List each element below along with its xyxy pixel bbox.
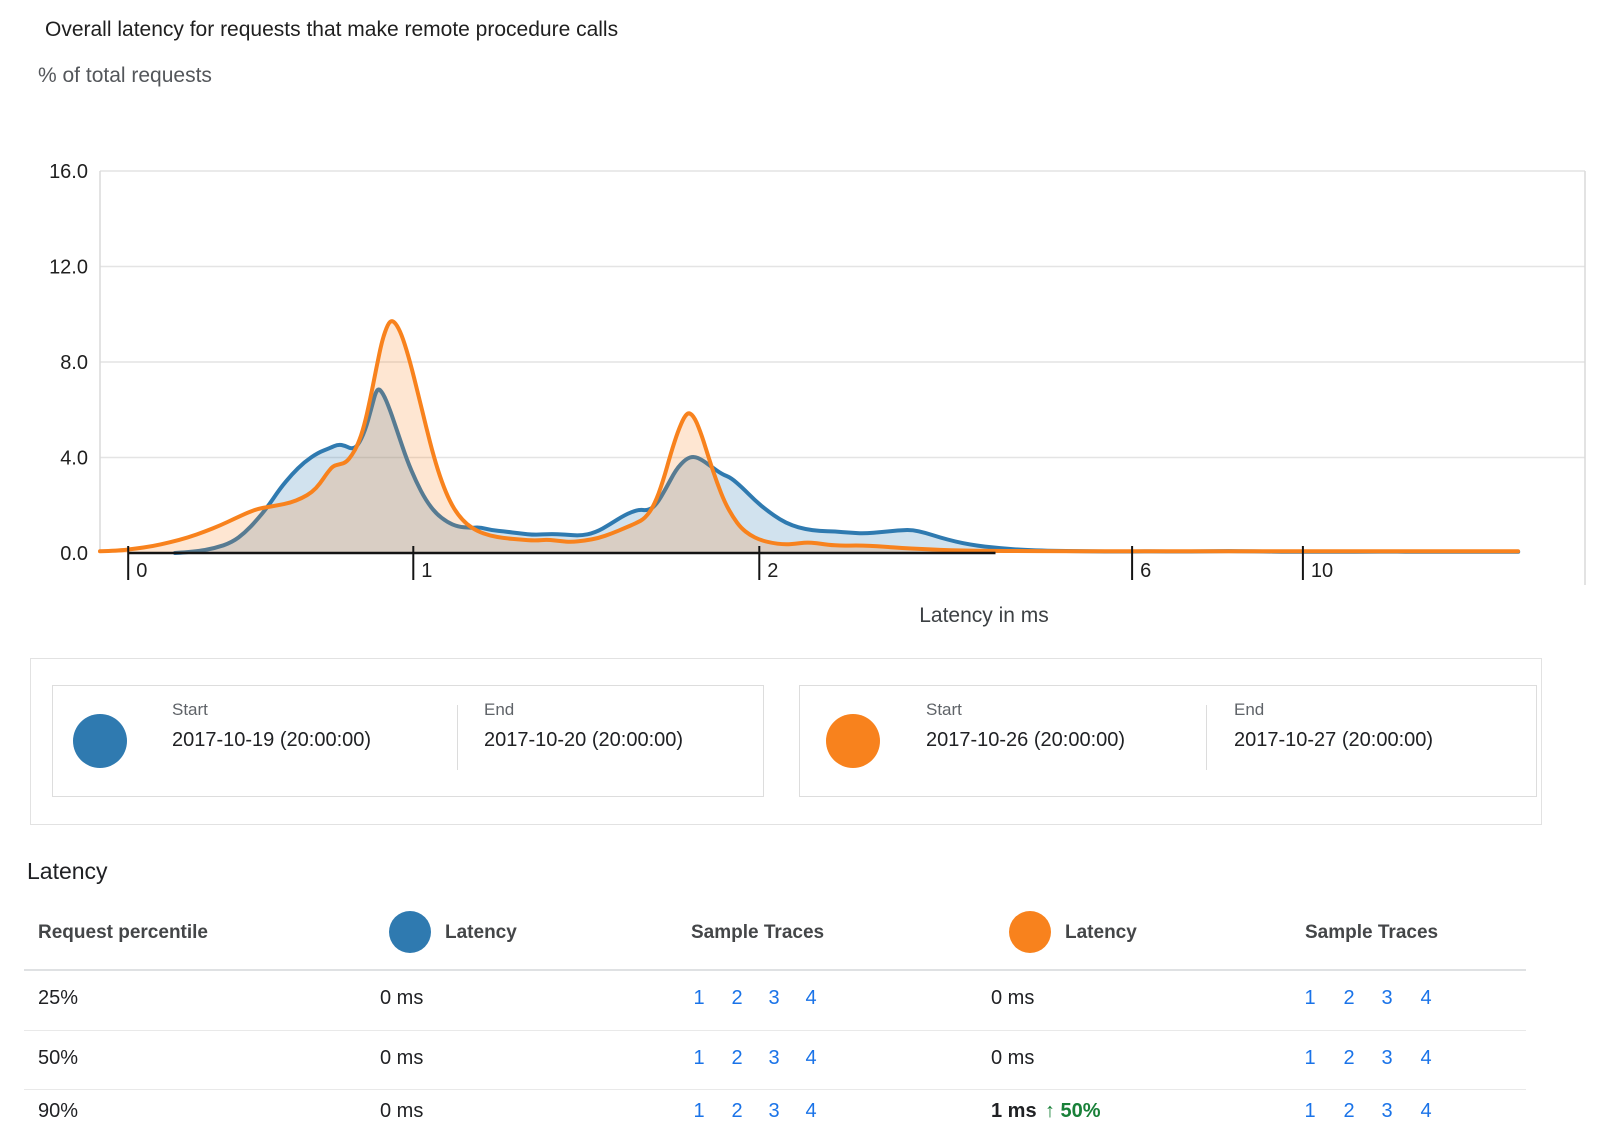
series-area-orange <box>100 321 1518 553</box>
series-area-blue <box>175 389 1519 553</box>
row-divider <box>24 1030 1526 1031</box>
latency-cell-blue: 0 ms <box>380 1047 424 1069</box>
y-tick-label: 12.0 <box>49 257 88 279</box>
sample-trace-link[interactable]: 1 <box>693 1100 705 1122</box>
col-header-sample-traces-orange: Sample Traces <box>1305 922 1439 943</box>
latency-cell-orange: 1 ms <box>991 1100 1037 1122</box>
sample-trace-link[interactable]: 2 <box>731 1100 743 1122</box>
series-line-orange <box>98 319 1520 554</box>
chart-title: Overall latency for requests that make r… <box>45 18 619 41</box>
legend-end-label: End <box>484 700 515 719</box>
legend-divider <box>457 705 458 770</box>
latency-section-title: Latency <box>27 858 108 884</box>
percentile-cell: 90% <box>38 1100 79 1122</box>
latency-chart-svg: 0 1 2 6 10 0.0 4.0 8.0 12.0 16.0 <box>49 161 1586 585</box>
orange-series-dot-icon <box>1009 911 1051 953</box>
table-header-divider <box>24 969 1526 971</box>
blue-series-dot-icon <box>389 911 431 953</box>
percentile-cell: 25% <box>38 987 79 1009</box>
latency-cell-blue: 0 ms <box>380 987 424 1009</box>
sample-trace-link[interactable]: 4 <box>805 987 817 1009</box>
sample-trace-link[interactable]: 1 <box>1304 1047 1316 1069</box>
y-tick-label: 16.0 <box>49 161 88 183</box>
sample-trace-link[interactable]: 2 <box>731 987 743 1009</box>
col-header-latency-blue: Latency <box>445 922 517 943</box>
sample-trace-link[interactable]: 4 <box>1420 1047 1432 1069</box>
latency-change-badge: ↑ 50% <box>1045 1100 1101 1122</box>
y-tick-label: 0.0 <box>60 543 88 565</box>
sample-trace-link[interactable]: 2 <box>1343 1100 1355 1122</box>
sample-trace-link[interactable]: 3 <box>1381 1047 1393 1069</box>
latency-cell-blue: 0 ms <box>380 1100 424 1122</box>
x-axis-title: Latency in ms <box>919 604 1049 627</box>
col-header-sample-traces-blue: Sample Traces <box>691 922 825 943</box>
legend-end-value: 2017-10-27 (20:00:00) <box>1234 729 1434 751</box>
sample-trace-link[interactable]: 2 <box>731 1047 743 1069</box>
latency-cell-orange: 0 ms <box>991 1047 1035 1069</box>
sample-trace-link[interactable]: 3 <box>1381 987 1393 1009</box>
x-tick-label: 10 <box>1311 560 1333 582</box>
legend-divider <box>1206 705 1207 770</box>
blue-series-dot-icon <box>73 714 127 768</box>
sample-trace-link[interactable]: 3 <box>1381 1100 1393 1122</box>
sample-trace-link[interactable]: 4 <box>1420 1100 1432 1122</box>
y-axis-title: % of total requests <box>38 64 212 87</box>
legend-start-label: Start <box>172 700 208 719</box>
legend-start-value: 2017-10-26 (20:00:00) <box>926 729 1126 751</box>
col-header-latency-orange: Latency <box>1065 922 1137 943</box>
legend-end-label: End <box>1234 700 1265 719</box>
x-tick-label: 6 <box>1140 560 1151 582</box>
sample-trace-link[interactable]: 4 <box>805 1047 817 1069</box>
legend-range-blue <box>52 685 764 797</box>
legend-start-value: 2017-10-19 (20:00:00) <box>172 729 372 751</box>
sample-trace-link[interactable]: 2 <box>1343 987 1355 1009</box>
orange-series-dot-icon <box>826 714 880 768</box>
col-header-percentile: Request percentile <box>38 922 208 943</box>
x-tick-label: 2 <box>767 560 778 582</box>
sample-trace-link[interactable]: 1 <box>1304 987 1316 1009</box>
sample-trace-link[interactable]: 3 <box>768 1100 780 1122</box>
sample-trace-link[interactable]: 4 <box>805 1100 817 1122</box>
y-tick-label: 4.0 <box>60 448 88 470</box>
legend-end-value: 2017-10-20 (20:00:00) <box>484 729 684 751</box>
sample-trace-link[interactable]: 2 <box>1343 1047 1355 1069</box>
sample-trace-link[interactable]: 4 <box>1420 987 1432 1009</box>
row-divider <box>24 1089 1526 1090</box>
sample-trace-link[interactable]: 1 <box>1304 1100 1316 1122</box>
percentile-cell: 50% <box>38 1047 79 1069</box>
sample-trace-link[interactable]: 3 <box>768 987 780 1009</box>
x-tick-label: 1 <box>421 560 432 582</box>
legend-range-orange <box>799 685 1537 797</box>
y-tick-label: 8.0 <box>60 352 88 374</box>
legend-start-label: Start <box>926 700 962 719</box>
x-tick-label: 0 <box>136 560 147 582</box>
sample-trace-link[interactable]: 1 <box>693 1047 705 1069</box>
latency-cell-orange: 0 ms <box>991 987 1035 1009</box>
sample-trace-link[interactable]: 3 <box>768 1047 780 1069</box>
sample-trace-link[interactable]: 1 <box>693 987 705 1009</box>
